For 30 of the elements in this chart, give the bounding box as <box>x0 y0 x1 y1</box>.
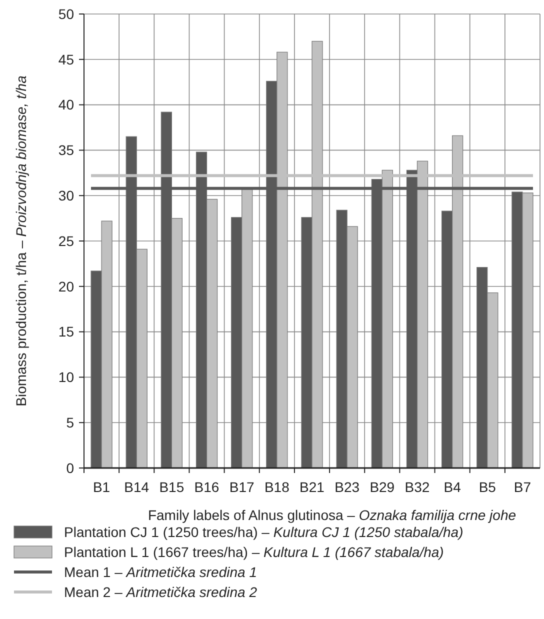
x-tick-label: B16 <box>194 479 220 495</box>
legend-label: Mean 1 – Aritmetička sredina 1 <box>64 564 257 580</box>
x-axis-title: Family labels of Alnus glutinosa – Oznaka familija crne johe <box>148 507 516 523</box>
y-tick-label: 40 <box>58 96 74 113</box>
y-tick-label: 10 <box>58 369 74 386</box>
x-tick-label: B17 <box>229 479 255 495</box>
x-tick-label: B21 <box>300 479 325 495</box>
x-tick-label: B29 <box>370 479 395 495</box>
y-tick-label: 50 <box>58 6 74 22</box>
legend-label: Plantation CJ 1 (1250 trees/ha) – Kultura CJ 1 (1250 stabala/ha) <box>64 524 464 540</box>
x-tick-label: B15 <box>159 479 184 495</box>
legend-label: Plantation L 1 (1667 trees/ha) – Kultura L 1 (1667 stabala/ha) <box>64 544 444 560</box>
y-axis-title: Biomass production, t/ha – Proizvodnja biomase, t/ha <box>13 75 29 406</box>
x-tick-label: B18 <box>264 479 290 495</box>
x-tick-label: B23 <box>334 479 360 495</box>
legend-label: Mean 2 – Aritmetička sredina 2 <box>64 584 258 600</box>
y-tick-label: 45 <box>58 51 74 68</box>
x-tick-label: B5 <box>478 479 496 495</box>
x-tick-label: B1 <box>92 479 110 495</box>
x-tick-label: B7 <box>514 479 532 495</box>
y-tick-label: 35 <box>58 142 74 158</box>
x-tick-label: B32 <box>404 479 430 495</box>
x-tick-label: B14 <box>124 479 150 495</box>
y-tick-label: 0 <box>66 460 74 476</box>
y-tick-label: 15 <box>58 324 74 340</box>
x-tick-label: B4 <box>444 479 462 495</box>
y-tick-label: 20 <box>58 278 74 294</box>
y-tick-label: 25 <box>58 232 74 249</box>
y-tick-label: 30 <box>58 188 74 204</box>
y-tick-label: 5 <box>66 414 74 430</box>
